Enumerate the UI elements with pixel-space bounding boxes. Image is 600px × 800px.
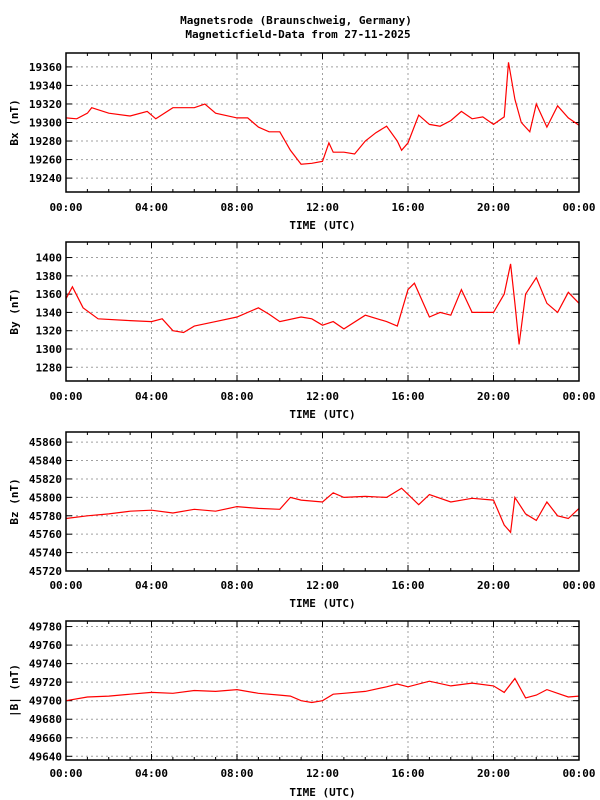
y-tick-label: 49640 [29, 750, 62, 763]
y-tick-label: 1320 [36, 325, 63, 338]
x-tick-label: 04:00 [135, 390, 168, 403]
y-tick-label: 19240 [29, 172, 62, 185]
y-tick-label: 49660 [29, 732, 62, 745]
y-tick-label: 19280 [29, 135, 62, 148]
series-line-bbb [65, 677, 580, 704]
y-axis-label: Bx (nT) [8, 99, 21, 145]
y-tick-label: 45720 [29, 565, 62, 578]
x-tick-label: 16:00 [391, 767, 424, 780]
x-tick-label: 08:00 [220, 579, 253, 592]
chart-title-line2: Magneticfield-Data from 27-11-2025 [185, 28, 410, 41]
x-tick-label: 08:00 [220, 767, 253, 780]
x-tick-label: 20:00 [477, 767, 510, 780]
y-axis-label: Bz (nT) [8, 478, 21, 524]
y-tick-label: 49680 [29, 713, 62, 726]
x-axis-label: TIME (UTC) [289, 408, 355, 421]
y-tick-label: 1280 [36, 361, 63, 374]
x-tick-label: 00:00 [562, 201, 595, 214]
y-tick-label: 1360 [36, 288, 63, 301]
series-line-bz [65, 487, 580, 534]
x-tick-label: 16:00 [391, 579, 424, 592]
panel-by: 1280 1300 1320 1340 1360 1380 1400 00:00 04:00 08… [8, 241, 596, 421]
y-tick-label: 19360 [29, 61, 62, 74]
y-tick-label: 1380 [36, 270, 63, 283]
x-axis-label: TIME (UTC) [289, 597, 355, 610]
y-tick-label: 1300 [36, 343, 63, 356]
series-line-by [65, 263, 580, 345]
y-tick-label: 45780 [29, 510, 62, 523]
x-tick-label: 00:00 [562, 767, 595, 780]
y-tick-label: 45820 [29, 473, 62, 486]
series-line-bx [65, 62, 580, 165]
plot-frame [65, 431, 580, 572]
plot-frame [65, 241, 580, 382]
x-tick-label: 08:00 [220, 390, 253, 403]
x-tick-label: 12:00 [306, 579, 339, 592]
x-tick-label: 00:00 [562, 579, 595, 592]
y-tick-label: 45860 [29, 436, 62, 449]
x-axis-label: TIME (UTC) [289, 786, 355, 799]
x-tick-label: 00:00 [49, 390, 82, 403]
y-tick-label: 49720 [29, 676, 62, 689]
x-tick-label: 00:00 [49, 579, 82, 592]
y-tick-label: 1340 [36, 306, 63, 319]
y-tick-label: 45740 [29, 547, 62, 560]
plot-frame [65, 620, 580, 761]
y-tick-label: 19340 [29, 79, 62, 92]
y-tick-label: 19320 [29, 98, 62, 111]
y-tick-label: 45840 [29, 455, 62, 468]
y-tick-label: 45760 [29, 528, 62, 541]
panel-bz: 45720 45740 45760 45780 45800 45820 45840 45860… [8, 431, 596, 610]
x-axis-label: TIME (UTC) [289, 219, 355, 232]
y-tick-label: 1400 [36, 252, 63, 265]
y-axis-label: |B| (nT) [8, 664, 21, 717]
x-tick-label: 20:00 [477, 201, 510, 214]
x-tick-label: 12:00 [306, 767, 339, 780]
x-tick-label: 20:00 [477, 579, 510, 592]
x-tick-label: 16:00 [391, 201, 424, 214]
y-tick-label: 49760 [29, 639, 62, 652]
panel-bx: 19240 19260 19280 19300 19320 19340 19360 00:00… [8, 52, 596, 232]
y-tick-label: 49700 [29, 695, 62, 708]
x-tick-label: 12:00 [306, 201, 339, 214]
x-tick-label: 04:00 [135, 767, 168, 780]
x-tick-label: 04:00 [135, 579, 168, 592]
y-tick-label: 49780 [29, 621, 62, 634]
x-tick-label: 08:00 [220, 201, 253, 214]
plot-frame [65, 52, 580, 193]
y-tick-label: 19300 [29, 117, 62, 130]
panel-bbb: 49640 49660 49680 49700 49720 49740 49760 49780… [8, 620, 596, 799]
x-tick-label: 20:00 [477, 390, 510, 403]
x-tick-label: 00:00 [49, 201, 82, 214]
x-tick-label: 12:00 [306, 390, 339, 403]
y-tick-label: 45800 [29, 491, 62, 504]
y-tick-label: 49740 [29, 658, 62, 671]
x-tick-label: 00:00 [49, 767, 82, 780]
x-tick-label: 00:00 [562, 390, 595, 403]
chart-title-line1: Magnetsrode (Braunschweig, Germany) [180, 14, 412, 27]
y-tick-label: 19260 [29, 154, 62, 167]
x-tick-label: 04:00 [135, 201, 168, 214]
y-axis-label: By (nT) [8, 288, 21, 334]
x-tick-label: 16:00 [391, 390, 424, 403]
